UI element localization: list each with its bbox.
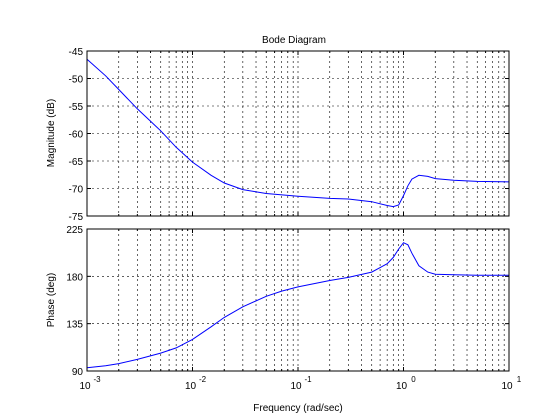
phase-y-tick-label: 135 [66, 320, 83, 331]
phase-x-tick-label: 10 [79, 381, 91, 392]
phase-x-tick-label: 10 [290, 381, 302, 392]
phase-x-tick-exponent: 1 [517, 375, 522, 384]
magnitude-y-axis-label: Magnitude (dB) [46, 99, 57, 167]
phase-x-tick-exponent: -1 [304, 375, 312, 384]
phase-x-tick-label: 10 [396, 381, 408, 392]
phase-x-tick-exponent: -2 [199, 375, 207, 384]
magnitude-y-tick-label: -55 [69, 102, 84, 113]
frequency-x-axis-label: Frequency (rad/sec) [253, 403, 342, 414]
magnitude-plot: -75 -70 -65 -60 -55 -50 -45 Magnitude (dB) [46, 47, 510, 223]
phase-x-tick-exponent: -3 [93, 375, 101, 384]
phase-y-axis-label: Phase (deg) [46, 273, 57, 327]
magnitude-y-tick-label: -50 [69, 75, 84, 86]
phase-x-tick-label: 10 [185, 381, 197, 392]
chart-title: Bode Diagram [262, 35, 326, 46]
phase-y-tick-label: 225 [66, 225, 83, 236]
phase-y-tick-label: 180 [66, 272, 83, 283]
magnitude-series-line [86, 58, 510, 208]
magnitude-y-tick-label: -60 [69, 130, 84, 141]
phase-x-tick-exponent: 0 [411, 375, 416, 384]
magnitude-y-tick-label: -75 [69, 212, 84, 223]
magnitude-grid [87, 51, 509, 216]
magnitude-y-tick-label: -70 [69, 185, 84, 196]
phase-x-tick-label: 10 [501, 381, 513, 392]
phase-y-tick-label: 90 [72, 367, 84, 378]
magnitude-y-tick-label: -65 [69, 157, 84, 168]
phase-series-line [86, 242, 509, 369]
magnitude-ticks: -75 -70 -65 -60 -55 -50 -45 [69, 47, 509, 223]
magnitude-y-tick-label: -45 [69, 47, 84, 58]
phase-grid [87, 229, 509, 371]
